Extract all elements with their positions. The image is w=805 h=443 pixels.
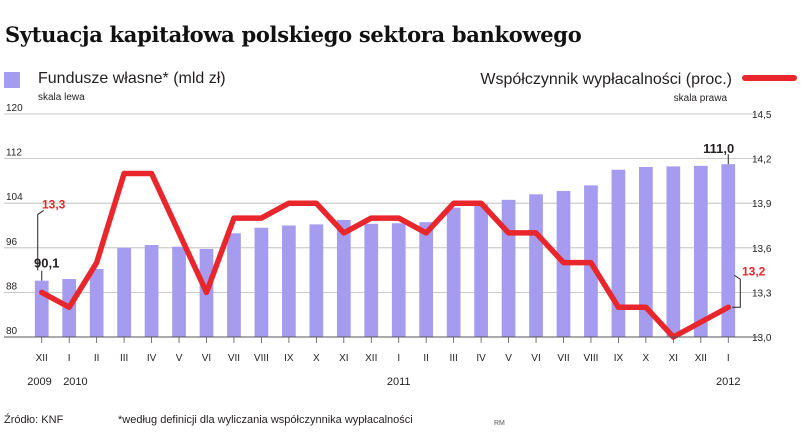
- x-tick-label: XI: [339, 353, 348, 364]
- axes: 80 88 96 104 112 120 13,0 13,3 13,6 13,9 14,2 14,5 X…: [4, 103, 772, 388]
- y-right-tick-label: 14,5: [752, 110, 772, 121]
- x-tick-label: V: [176, 353, 183, 364]
- annotation-first-bar: 90,1: [34, 256, 59, 271]
- x-tick-label: IV: [147, 353, 157, 364]
- bar: [501, 199, 516, 337]
- annotation-leader: [37, 209, 45, 271]
- legend-line-swatch: [742, 75, 797, 81]
- source-note: Źródło: KNF: [4, 414, 64, 426]
- y-right-tick-label: 13,9: [752, 199, 772, 210]
- bar: [419, 222, 434, 337]
- x-tick-label: X: [313, 353, 320, 364]
- x-tick-label: XII: [695, 353, 707, 364]
- y-left-tick-label: 80: [6, 326, 18, 337]
- x-tick-label: XI: [669, 353, 678, 364]
- line-series: [38, 170, 732, 340]
- x-tick-label: VIII: [254, 353, 269, 364]
- y-left-tick-label: 112: [6, 148, 22, 159]
- bar: [474, 204, 488, 337]
- legend-line-scale: skala prawa: [673, 93, 727, 104]
- annotation-last-point: 13,2: [742, 264, 766, 278]
- x-tick-label: II: [423, 353, 429, 364]
- solvency-line: [38, 170, 732, 340]
- x-tick-label: I: [397, 353, 400, 364]
- x-year-label: 2011: [387, 376, 411, 388]
- x-year-label: 2012: [716, 376, 740, 388]
- x-tick-label: VI: [531, 353, 540, 364]
- x-tick-label: VII: [557, 353, 569, 364]
- legend-bar-swatch: [4, 72, 20, 88]
- x-tick-label: I: [727, 353, 730, 364]
- x-tick-label: I: [68, 353, 71, 364]
- legend-line-label: Współczynnik wypłacalności (proc.): [480, 71, 732, 88]
- bar: [446, 207, 461, 337]
- x-tick-label: V: [505, 353, 512, 364]
- x-tick-label: VII: [228, 353, 240, 364]
- bar: [309, 224, 324, 337]
- y-left-tick-label: 96: [6, 237, 18, 248]
- x-year-label: 2009: [27, 376, 51, 388]
- y-right-tick-label: 13,6: [752, 244, 772, 255]
- annotation-last-bar: 111,0: [703, 141, 734, 156]
- x-tick-label: VI: [202, 353, 211, 364]
- bar: [117, 247, 131, 337]
- x-tick-label: XII: [36, 353, 48, 364]
- annotation-first-point: 13,3: [42, 197, 66, 211]
- annotations: 90,1 111,0 13,3 13,2: [34, 141, 766, 308]
- bar: [639, 166, 653, 337]
- chart-title: Sytuacja kapitałowa polskiego sektora ba…: [5, 22, 582, 47]
- bar: [693, 165, 708, 337]
- bar: [227, 233, 241, 337]
- author-initials: RM: [494, 420, 505, 427]
- bar-series: [34, 164, 736, 337]
- x-tick-label: III: [449, 353, 457, 364]
- bar: [391, 223, 406, 337]
- bar: [336, 219, 351, 337]
- bar: [89, 268, 104, 337]
- y-right-tick-label: 13,3: [752, 288, 772, 299]
- y-right-tick-label: 14,2: [752, 155, 772, 166]
- legend-bar-label: Fundusze własne* (mld zł): [38, 70, 226, 87]
- x-tick-label: II: [94, 353, 100, 364]
- bar: [529, 194, 543, 337]
- x-tick-label: IV: [476, 353, 486, 364]
- legend-bar-scale: skala lewa: [38, 92, 85, 103]
- x-tick-label: VIII: [583, 353, 598, 364]
- bar: [144, 245, 159, 337]
- bar: [34, 280, 49, 337]
- bar: [282, 225, 296, 337]
- bar: [721, 164, 736, 337]
- y-right-tick-label: 13,0: [752, 333, 772, 344]
- x-tick-label: IX: [284, 353, 294, 364]
- y-left-tick-label: 104: [6, 192, 23, 203]
- x-tick-label: IX: [614, 353, 624, 364]
- bar: [611, 169, 626, 337]
- x-tick-label: XII: [365, 353, 377, 364]
- x-year-label: 2010: [63, 376, 87, 388]
- annotation-leader: [732, 274, 741, 308]
- x-tick-label: III: [120, 353, 128, 364]
- x-tick-label: X: [643, 353, 650, 364]
- bar: [172, 246, 186, 337]
- definition-note: *według definicji dla wyliczania współcz…: [118, 414, 413, 426]
- bar: [364, 223, 379, 337]
- y-left-tick-label: 120: [6, 103, 23, 114]
- bar: [254, 227, 269, 337]
- y-left-tick-label: 88: [6, 281, 18, 292]
- bar: [666, 166, 681, 337]
